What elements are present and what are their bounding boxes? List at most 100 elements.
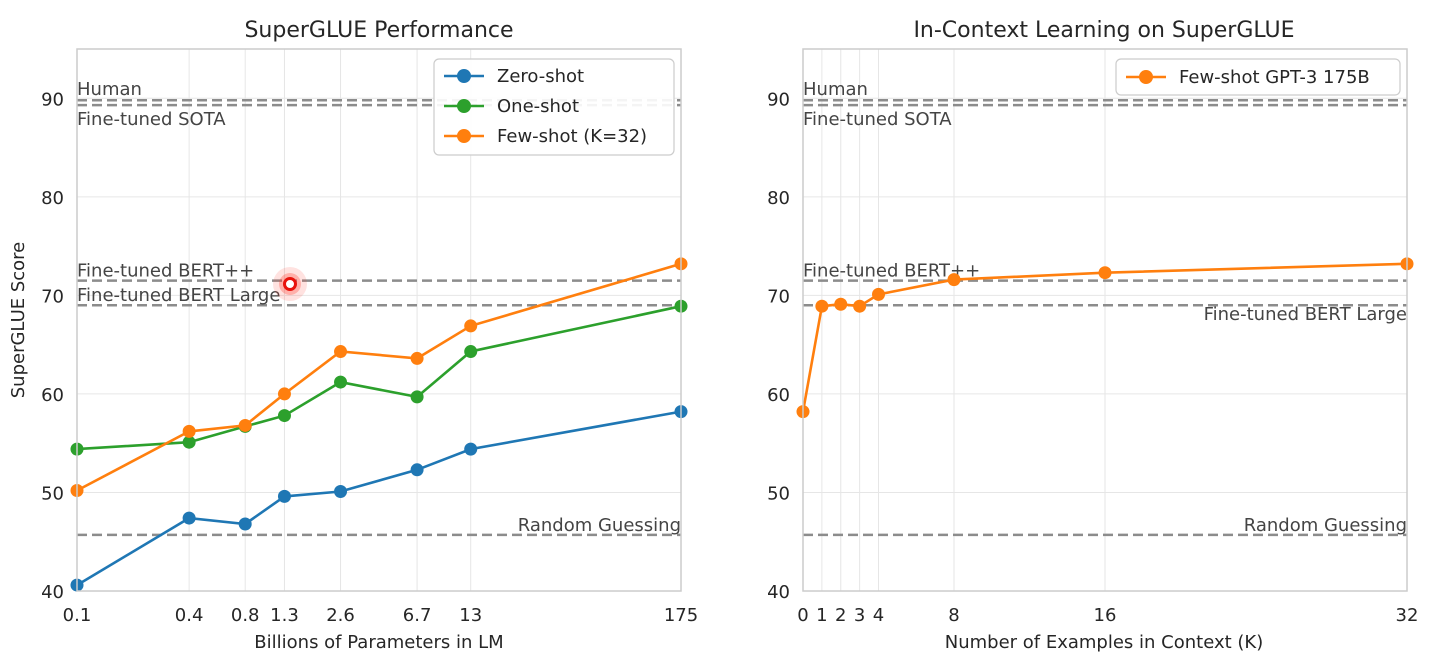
- legend-marker: [457, 99, 471, 113]
- legend-box: [433, 58, 675, 156]
- x-tick-label: 1: [816, 605, 827, 626]
- legend-box: [1115, 58, 1401, 96]
- legend-marker: [457, 129, 471, 143]
- data-point: [834, 297, 848, 311]
- data-point: [238, 517, 252, 531]
- x-tick-label: 0.8: [231, 605, 260, 626]
- series-line: [76, 304, 682, 451]
- y-tick-label: 70: [767, 286, 790, 307]
- reference-label: Random Guessing: [1244, 515, 1407, 536]
- legend-item-zero-shot: Zero-shot: [444, 66, 584, 87]
- data-point: [277, 489, 291, 503]
- data-point: [1098, 266, 1112, 280]
- series-group: [70, 257, 688, 592]
- data-point: [410, 390, 424, 404]
- y-tick-label: 70: [41, 286, 64, 307]
- data-point: [815, 299, 829, 313]
- y-axis-label: SuperGLUE Score: [8, 242, 29, 399]
- cursor-indicator: [273, 267, 307, 301]
- data-point: [872, 287, 885, 301]
- chart-superglue-performance: SuperGLUE Performance Human Fine-tuned SO…: [8, 18, 698, 653]
- x-tick-labels: 0 1 2 3 4 8 16 32: [797, 605, 1418, 626]
- legend-label: Few-shot GPT-3 175B: [1179, 67, 1370, 88]
- x-tick-label: 13: [459, 605, 482, 626]
- x-tick-labels: 0.1 0.4 0.8 1.3 2.6 6.7 13 175: [63, 605, 699, 626]
- reference-label: Fine-tuned BERT++: [803, 261, 980, 282]
- data-point: [182, 435, 196, 449]
- x-tick-label: 2.6: [326, 605, 355, 626]
- legend-marker: [1139, 70, 1153, 84]
- y-tick-label: 60: [41, 385, 64, 406]
- y-tick-labels: 40 50 60 70 80 90: [41, 89, 64, 603]
- y-tick-label: 50: [41, 483, 64, 504]
- x-axis-label: Number of Examples in Context (K): [945, 632, 1264, 653]
- x-tick-label: 16: [1094, 605, 1117, 626]
- data-point: [947, 273, 961, 287]
- x-tick-label: 0.4: [175, 605, 204, 626]
- reference-label: Human: [803, 79, 868, 100]
- data-point: [464, 442, 478, 456]
- reference-label: Fine-tuned SOTA: [77, 109, 226, 130]
- reference-label: Fine-tuned BERT Large: [1204, 304, 1407, 325]
- series-line: [76, 262, 682, 492]
- x-tick-label: 3: [854, 605, 865, 626]
- data-point: [853, 299, 867, 313]
- reference-lines: Human Fine-tuned SOTA Fine-tuned BERT++ Fin…: [803, 79, 1407, 537]
- y-tick-label: 40: [767, 582, 790, 603]
- reference-label: Random Guessing: [518, 515, 681, 536]
- x-tick-label: 6.7: [403, 605, 432, 626]
- reference-label: Fine-tuned BERT Large: [77, 285, 280, 306]
- data-point: [277, 387, 291, 401]
- plot-frame: [76, 48, 682, 592]
- data-point: [238, 418, 252, 432]
- legend-item-one-shot: One-shot: [444, 96, 579, 117]
- chart-title: SuperGLUE Performance: [244, 18, 513, 43]
- data-point: [182, 424, 196, 438]
- x-tick-label: 32: [1396, 605, 1419, 626]
- data-point: [410, 351, 424, 365]
- x-tick-label: 4: [873, 605, 884, 626]
- y-tick-label: 50: [767, 483, 790, 504]
- x-axis-label: Billions of Parameters in LM: [254, 632, 503, 653]
- x-tick-label: 175: [664, 605, 698, 626]
- cursor-dot: [283, 277, 297, 291]
- data-point: [334, 345, 348, 359]
- legend: Zero-shot One-shot Few-shot (K=32): [433, 58, 675, 156]
- data-point: [182, 511, 196, 525]
- x-tick-label: 0: [797, 605, 808, 626]
- x-tick-label: 8: [948, 605, 959, 626]
- y-tick-labels: 40 50 60 70 80 90: [767, 89, 790, 603]
- legend-marker: [457, 69, 471, 83]
- y-tick-label: 80: [767, 188, 790, 209]
- y-tick-label: 40: [41, 582, 64, 603]
- x-tick-label: 2: [835, 605, 846, 626]
- reference-label: Fine-tuned SOTA: [803, 109, 952, 130]
- legend-item-few-shot-gpt3: Few-shot GPT-3 175B: [1126, 67, 1370, 88]
- data-point: [334, 484, 348, 498]
- x-tick-label: 1.3: [270, 605, 299, 626]
- reference-label: Human: [77, 79, 142, 100]
- data-point: [410, 463, 424, 477]
- series-line: [76, 410, 682, 587]
- data-point: [464, 345, 478, 359]
- data-point: [464, 319, 478, 333]
- legend-label: Few-shot (K=32): [497, 126, 647, 147]
- reference-lines: Human Fine-tuned SOTA Fine-tuned BERT++ Fin…: [77, 79, 681, 537]
- chart-in-context-learning: In-Context Learning on SuperGLUE Human Fi…: [767, 18, 1418, 653]
- chart-title: In-Context Learning on SuperGLUE: [913, 18, 1294, 43]
- legend-label: One-shot: [497, 96, 579, 117]
- y-tick-label: 90: [767, 89, 790, 110]
- y-tick-label: 60: [767, 385, 790, 406]
- plot-frame: [802, 48, 1408, 592]
- y-tick-label: 90: [41, 89, 64, 110]
- legend-label: Zero-shot: [497, 66, 584, 87]
- data-point: [334, 375, 348, 389]
- data-point: [277, 409, 291, 423]
- x-tick-label: 0.1: [63, 605, 92, 626]
- legend-item-few-shot: Few-shot (K=32): [444, 126, 647, 147]
- reference-label: Fine-tuned BERT++: [77, 261, 254, 282]
- legend: Few-shot GPT-3 175B: [1115, 58, 1401, 96]
- series-group: [796, 257, 1414, 419]
- y-tick-label: 80: [41, 188, 64, 209]
